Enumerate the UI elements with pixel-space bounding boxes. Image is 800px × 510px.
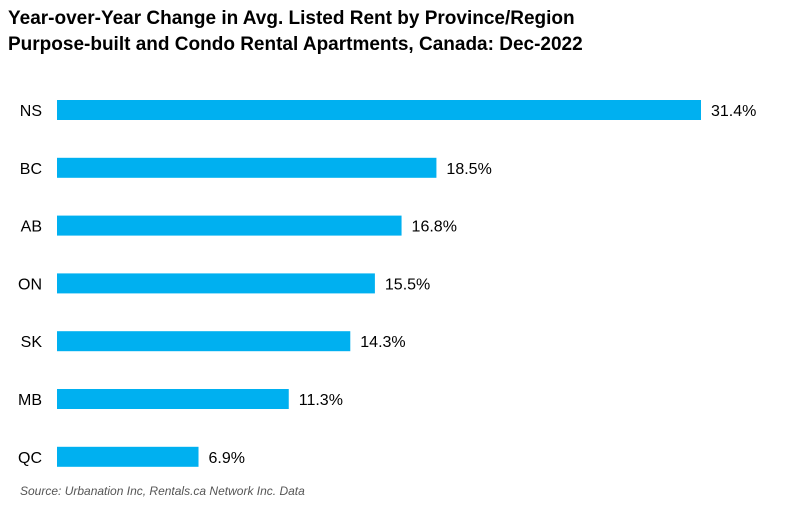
chart-title: Year-over-Year Change in Avg. Listed Ren… [8,8,575,29]
category-label-ns: NS [20,103,42,120]
category-label-on: ON [18,276,42,293]
value-label-ab: 16.8% [412,219,457,236]
category-label-ab: AB [21,219,42,236]
bar-ab [57,215,402,236]
category-label-qc: QC [18,450,42,467]
value-label-mb: 11.3% [299,392,343,409]
bar-ns [57,100,701,120]
value-label-sk: 14.3% [360,334,405,351]
source-note: Source: Urbanation Inc, Rentals.ca Netwo… [20,484,305,498]
category-label-sk: SK [21,334,43,351]
value-label-bc: 18.5% [446,161,491,178]
value-label-qc: 6.9% [209,450,245,467]
chart-title-block: Year-over-Year Change in Avg. Listed Ren… [8,6,788,58]
bar-on [57,273,375,294]
category-label-mb: MB [18,392,42,409]
value-label-ns: 31.4% [711,103,756,120]
chart-subtitle: Purpose-built and Condo Rental Apartment… [8,34,583,55]
bar-mb [57,389,289,409]
bar-bc [57,157,437,178]
bar-qc [57,446,199,467]
bar-sk [57,331,351,352]
category-label-bc: BC [20,161,42,178]
value-label-on: 15.5% [385,276,430,293]
